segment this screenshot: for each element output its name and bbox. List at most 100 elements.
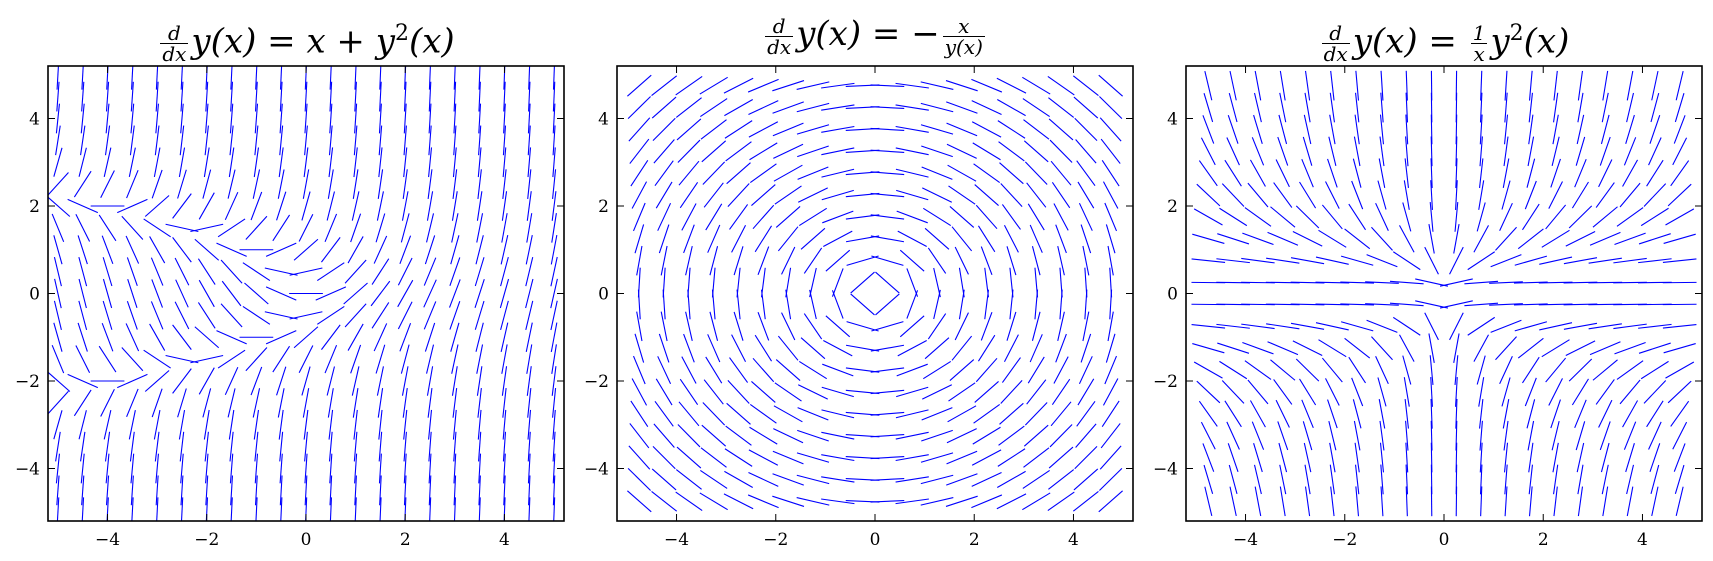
slope-segment xyxy=(996,77,1027,94)
slope-segment xyxy=(265,286,297,301)
slope-segment xyxy=(947,405,977,423)
x-tick-label: −4 xyxy=(664,530,689,550)
slope-segment xyxy=(1290,281,1325,284)
slope-segment xyxy=(1499,202,1513,231)
slope-segment xyxy=(630,160,649,187)
slope-segment xyxy=(527,409,532,440)
slope-segment xyxy=(1266,323,1300,330)
slope-segment xyxy=(946,122,978,137)
slope-segment xyxy=(289,311,323,320)
panel-1-title: d dx y(x) = x + y2(x) xyxy=(48,8,564,64)
slope-segment xyxy=(677,139,701,163)
slope-segment xyxy=(1524,377,1537,407)
slope-segment xyxy=(1528,92,1533,123)
y-tick-label: 2 xyxy=(1167,197,1178,217)
slope-segment xyxy=(224,191,239,221)
slope-segment xyxy=(1355,464,1360,495)
slope-segment xyxy=(80,103,85,134)
slope-segment xyxy=(796,496,830,506)
slope-segment xyxy=(800,337,826,360)
slope-segment xyxy=(1415,278,1449,287)
slope-segment xyxy=(1513,303,1548,306)
x-tick-label: −2 xyxy=(1332,530,1357,550)
slope-segment xyxy=(632,202,646,232)
slope-segment xyxy=(1047,76,1075,96)
slope-segment xyxy=(329,66,332,90)
slope-segment xyxy=(1050,401,1072,427)
slope-segment xyxy=(204,125,209,156)
slope-segment xyxy=(1455,420,1458,451)
slope-segment xyxy=(1109,267,1113,298)
slope-segment xyxy=(197,258,216,285)
slope-segment xyxy=(1377,180,1387,210)
slope-segment xyxy=(757,312,770,341)
slope-segment xyxy=(971,449,1002,466)
slope-segment xyxy=(1340,303,1375,306)
slope-segment xyxy=(705,203,723,231)
slope-segment xyxy=(675,76,703,96)
slope-segment xyxy=(1675,71,1684,101)
slope-segment xyxy=(328,125,333,156)
slope-segment xyxy=(971,78,1003,93)
slope-segment xyxy=(502,147,507,178)
slope-segment xyxy=(975,204,998,230)
slope-segment xyxy=(503,81,506,112)
slope-segment xyxy=(1467,316,1496,336)
slope-segment xyxy=(528,66,531,90)
slope-segment xyxy=(831,290,844,319)
slope-segment xyxy=(870,389,905,395)
slope-segment xyxy=(1348,356,1367,384)
slope-segment xyxy=(304,103,308,134)
slope-segment xyxy=(527,388,532,418)
slope-segment xyxy=(658,224,670,254)
slope-segment xyxy=(354,497,357,521)
slope-segment xyxy=(1318,229,1347,248)
slope-segment xyxy=(1626,486,1634,517)
slope-segment xyxy=(478,453,482,484)
slope-segment xyxy=(1352,399,1362,429)
slope-segment xyxy=(293,326,319,349)
slope-segment xyxy=(870,192,905,198)
slope-segment xyxy=(797,429,829,442)
slope-segment xyxy=(870,127,905,131)
slope-segment xyxy=(654,160,674,187)
slope-segment xyxy=(1270,206,1296,228)
slope-segment xyxy=(304,125,308,156)
slope-segment xyxy=(150,257,164,286)
slope-segment xyxy=(927,247,947,274)
slope-segment xyxy=(997,120,1026,139)
slope-segment xyxy=(1648,421,1662,450)
slope-segment xyxy=(733,246,744,276)
slope-segment xyxy=(1430,377,1433,407)
slope-segment xyxy=(550,278,558,309)
slope-segment xyxy=(1006,311,1017,341)
slope-segment xyxy=(202,388,212,418)
slope-segment xyxy=(403,147,408,178)
slope-segment xyxy=(752,357,775,383)
slope-segment xyxy=(1553,464,1559,495)
slope-segment xyxy=(1073,468,1099,491)
slope-segment xyxy=(1200,137,1216,166)
slope-segment xyxy=(328,431,333,462)
slope-segment xyxy=(660,245,668,276)
slope-segment xyxy=(81,475,85,506)
slope-segment xyxy=(1430,420,1433,451)
slope-segment xyxy=(754,334,773,362)
slope-segment xyxy=(502,388,507,418)
slope-segment xyxy=(1244,360,1272,380)
slope-segment xyxy=(1034,267,1039,298)
slope-segment xyxy=(229,453,234,484)
slope-segment xyxy=(129,125,135,156)
slope-segment xyxy=(229,103,234,134)
slope-segment xyxy=(478,431,482,462)
slope-segment xyxy=(1216,258,1250,264)
slope-segment xyxy=(326,191,336,221)
slope-segment xyxy=(1204,486,1213,516)
slope-segment xyxy=(797,145,829,158)
slope-segment xyxy=(528,475,531,506)
slope-segment xyxy=(951,226,973,252)
slope-segment xyxy=(822,363,854,377)
slope-segment xyxy=(1249,159,1266,187)
slope-segment xyxy=(1524,180,1537,210)
slope-segment xyxy=(1048,469,1075,490)
